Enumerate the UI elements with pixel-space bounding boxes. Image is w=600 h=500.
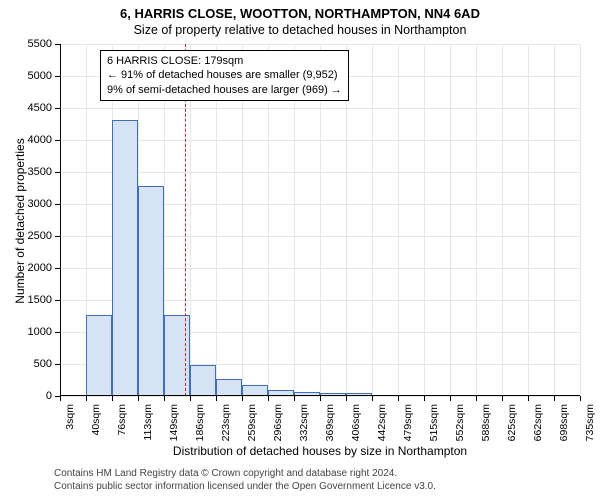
annotation-box: 6 HARRIS CLOSE: 179sqm ← 91% of detached… xyxy=(100,50,349,101)
ytick-label: 500 xyxy=(12,358,52,370)
ytick-label: 4500 xyxy=(12,102,52,114)
x-axis-label: Distribution of detached houses by size … xyxy=(60,444,580,458)
xtick-mark xyxy=(112,396,113,401)
xtick-mark xyxy=(294,396,295,401)
xtick-mark xyxy=(138,396,139,401)
chart-title-main: 6, HARRIS CLOSE, WOOTTON, NORTHAMPTON, N… xyxy=(0,0,600,21)
footer-line-2: Contains public sector information licen… xyxy=(54,481,436,494)
gridline-vertical xyxy=(372,44,373,396)
gridline-vertical xyxy=(502,44,503,396)
histogram-bar xyxy=(86,315,112,396)
gridline-vertical xyxy=(528,44,529,396)
footer-line-1: Contains HM Land Registry data © Crown c… xyxy=(54,468,436,481)
gridline-vertical xyxy=(580,44,581,396)
annotation-line-2: ← 91% of detached houses are smaller (9,… xyxy=(107,68,342,82)
gridline-vertical xyxy=(424,44,425,396)
xtick-mark xyxy=(346,396,347,401)
xtick-mark xyxy=(60,396,61,401)
xtick-mark xyxy=(398,396,399,401)
xtick-mark xyxy=(320,396,321,401)
xtick-mark xyxy=(372,396,373,401)
xtick-mark xyxy=(216,396,217,401)
chart-title-sub: Size of property relative to detached ho… xyxy=(0,21,600,37)
annotation-line-1: 6 HARRIS CLOSE: 179sqm xyxy=(107,54,342,68)
xtick-mark xyxy=(502,396,503,401)
y-axis-line xyxy=(60,44,61,396)
xtick-mark xyxy=(242,396,243,401)
xtick-label: 735sqm xyxy=(584,404,596,452)
histogram-bar xyxy=(216,379,242,396)
gridline-vertical xyxy=(398,44,399,396)
histogram-bar xyxy=(138,186,164,396)
histogram-bar xyxy=(164,315,190,396)
xtick-mark xyxy=(164,396,165,401)
xtick-mark xyxy=(86,396,87,401)
xtick-mark xyxy=(190,396,191,401)
histogram-bar xyxy=(112,120,138,396)
xtick-mark xyxy=(554,396,555,401)
xtick-mark xyxy=(528,396,529,401)
annotation-line-3: 9% of semi-detached houses are larger (9… xyxy=(107,83,342,97)
gridline-vertical xyxy=(476,44,477,396)
ytick-label: 5000 xyxy=(12,70,52,82)
gridline-vertical xyxy=(450,44,451,396)
gridline-vertical xyxy=(554,44,555,396)
xtick-mark xyxy=(450,396,451,401)
xtick-mark xyxy=(268,396,269,401)
ytick-label: 0 xyxy=(12,390,52,402)
ytick-label: 5500 xyxy=(12,38,52,50)
histogram-bar xyxy=(190,365,216,396)
footer-attribution: Contains HM Land Registry data © Crown c… xyxy=(54,468,436,493)
xtick-mark xyxy=(476,396,477,401)
ytick-label: 1000 xyxy=(12,326,52,338)
xtick-mark xyxy=(424,396,425,401)
y-axis-label: Number of detached properties xyxy=(13,131,27,311)
xtick-mark xyxy=(580,396,581,401)
